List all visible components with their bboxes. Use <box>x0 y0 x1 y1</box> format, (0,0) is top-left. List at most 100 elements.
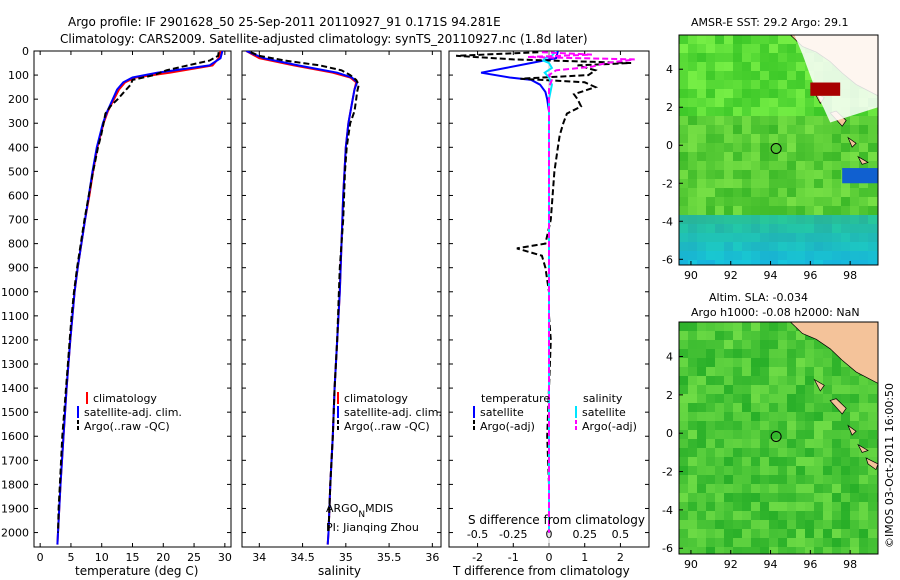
map-cell <box>841 215 850 224</box>
map-cell <box>751 44 760 53</box>
map-cell <box>715 179 724 188</box>
map-cell <box>706 475 715 484</box>
map-cell <box>859 538 868 547</box>
map-cell <box>805 430 814 439</box>
map-cell <box>715 161 724 170</box>
map-cell <box>697 215 706 224</box>
map-cell <box>787 547 796 554</box>
map-cell <box>805 394 814 403</box>
map-cell <box>805 493 814 502</box>
map-cell <box>769 367 778 376</box>
map-cell <box>814 367 823 376</box>
map-cell <box>805 376 814 385</box>
map-cell <box>697 538 706 547</box>
map-cell <box>769 71 778 80</box>
map-cell <box>679 251 688 260</box>
map-cell <box>724 35 733 44</box>
map-cell <box>868 529 877 538</box>
map-cell <box>796 143 805 152</box>
map-cell <box>850 233 859 242</box>
map-cell <box>832 475 841 484</box>
map-cell <box>814 251 823 260</box>
map-cell <box>742 107 751 116</box>
map-cell <box>679 89 688 98</box>
map-cell <box>733 484 742 493</box>
map-cell <box>850 511 859 520</box>
x-tick-label: 15 <box>126 551 140 564</box>
map-cell <box>742 547 751 554</box>
map-cell <box>832 224 841 233</box>
map-cell <box>706 340 715 349</box>
map-cell <box>697 331 706 340</box>
map-cell <box>805 197 814 206</box>
map-cell <box>778 116 787 125</box>
map-cell <box>679 511 688 520</box>
map-cell <box>778 502 787 511</box>
map-cell <box>859 448 868 457</box>
depth-tick-label: 100 <box>8 69 29 82</box>
map-cell <box>706 493 715 502</box>
map-cell <box>733 430 742 439</box>
x-tick-label: 34.5 <box>290 551 315 564</box>
x-tick-label: 20 <box>156 551 170 564</box>
map-cell <box>715 224 724 233</box>
map-cell <box>733 62 742 71</box>
map-cell <box>733 53 742 62</box>
series-group <box>456 51 635 533</box>
map-cell <box>733 80 742 89</box>
map-cell <box>805 152 814 161</box>
map-cell <box>832 251 841 260</box>
map-cell <box>760 143 769 152</box>
map-cell <box>706 80 715 89</box>
island <box>857 155 869 165</box>
map-cell <box>778 412 787 421</box>
map-cell <box>751 107 760 116</box>
map-cell <box>760 53 769 62</box>
map-cell <box>742 349 751 358</box>
map-cell <box>688 89 697 98</box>
map-cell <box>733 260 742 265</box>
map-cell <box>805 80 814 89</box>
map-cell <box>742 89 751 98</box>
map-cell <box>805 170 814 179</box>
map-cell <box>823 197 832 206</box>
map-cell <box>733 233 742 242</box>
map-cell <box>697 322 706 331</box>
map-cell <box>796 367 805 376</box>
map-cell <box>742 340 751 349</box>
map-cell <box>769 161 778 170</box>
map-field <box>679 322 878 554</box>
map-cell <box>742 385 751 394</box>
map-cell <box>814 493 823 502</box>
map-cell <box>778 430 787 439</box>
map-cell <box>679 44 688 53</box>
map-cell <box>787 242 796 251</box>
temperature-panel: 0100200300400500600700800900100011001200… <box>1 45 232 564</box>
map-cell <box>742 188 751 197</box>
map-cell <box>733 143 742 152</box>
map-cell <box>733 376 742 385</box>
lon-tick-label: 90 <box>684 269 698 282</box>
map-cell <box>760 394 769 403</box>
map-cell <box>859 529 868 538</box>
map-cell <box>751 116 760 125</box>
map-cell <box>715 502 724 511</box>
map-cell <box>688 170 697 179</box>
map-cell <box>688 260 697 265</box>
map-cell <box>814 394 823 403</box>
map-cell <box>868 484 877 493</box>
map-cell <box>814 547 823 554</box>
map-cell <box>859 385 868 394</box>
map-cell <box>715 260 724 265</box>
map-cell <box>688 53 697 62</box>
map-cell <box>832 448 841 457</box>
map-cell <box>706 251 715 260</box>
map-cell <box>823 367 832 376</box>
map-cell <box>778 35 787 44</box>
island <box>865 457 878 471</box>
map-cell <box>787 53 796 62</box>
map-cell <box>796 511 805 520</box>
map-cell <box>715 394 724 403</box>
map-cell <box>859 403 868 412</box>
map-cell <box>850 439 859 448</box>
